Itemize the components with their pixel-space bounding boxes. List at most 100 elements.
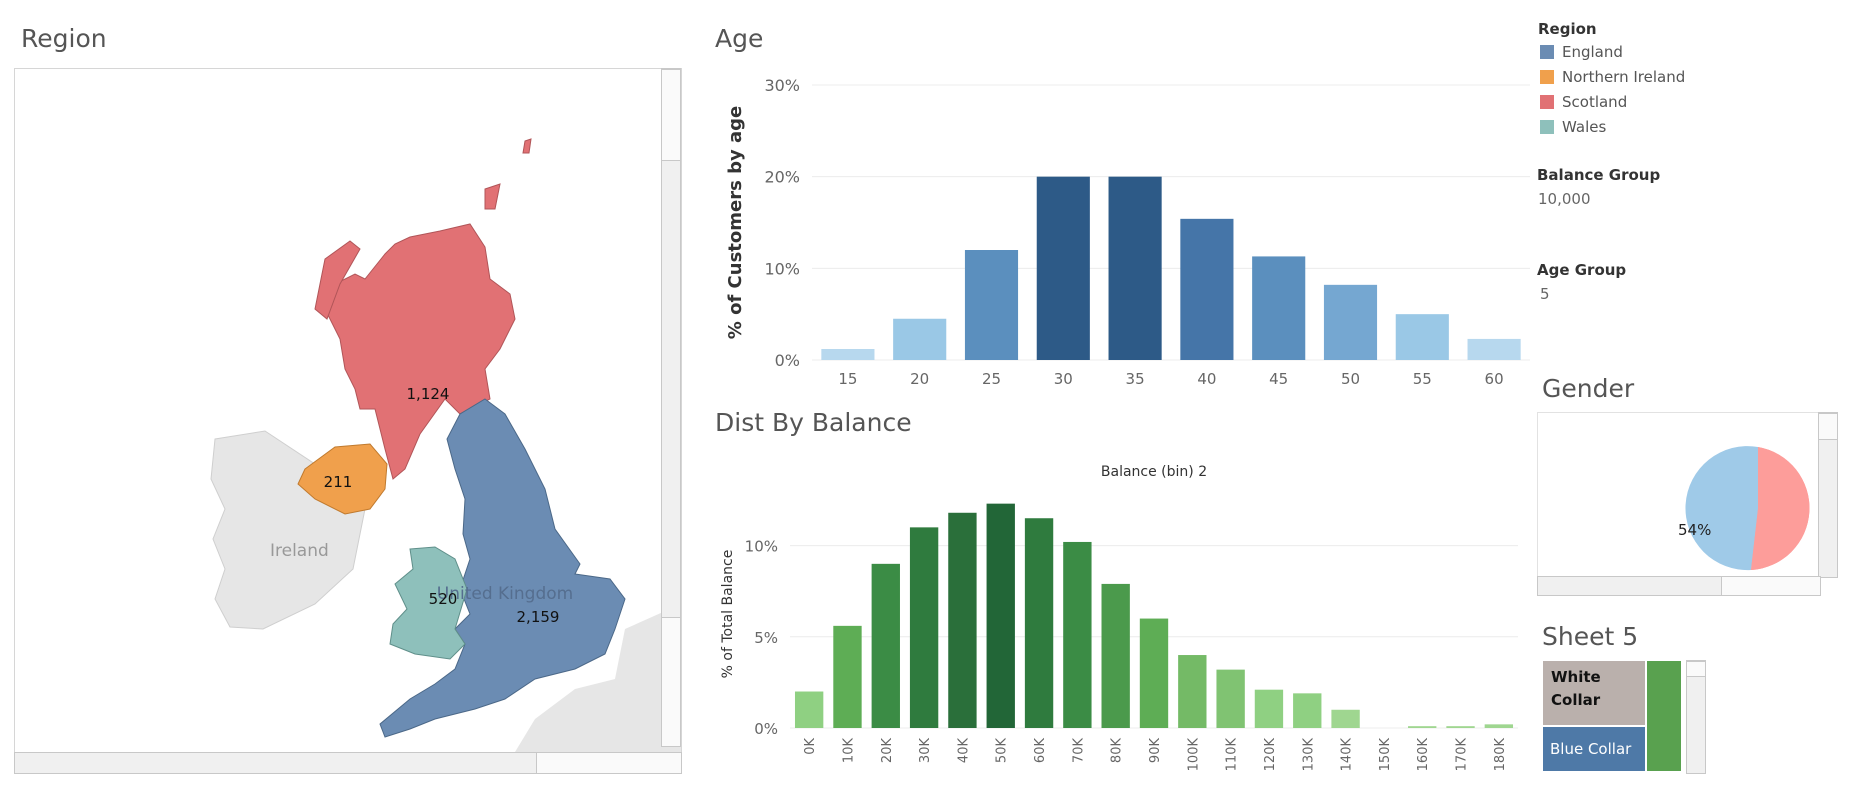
bar-50K[interactable] xyxy=(986,503,1015,728)
bar-10K[interactable] xyxy=(833,625,862,728)
map-horizontal-scroll-thumb[interactable] xyxy=(536,752,682,774)
balance-chart-title: Dist By Balance xyxy=(715,408,912,437)
x-tick-label: 50 xyxy=(1341,370,1360,388)
x-tick-label: 90K xyxy=(1148,738,1163,764)
x-tick-label: 30K xyxy=(918,738,933,764)
y-tick-label: 10% xyxy=(745,538,778,556)
gender-vertical-scrollbar[interactable] xyxy=(1818,412,1838,578)
gender-horizontal-scroll-thumb[interactable] xyxy=(1721,576,1821,596)
x-tick-label: 120K xyxy=(1263,738,1278,772)
sheet5-vertical-scrollbar[interactable] xyxy=(1686,660,1706,774)
x-tick-label: 150K xyxy=(1378,738,1393,772)
bar-55[interactable] xyxy=(1395,314,1449,360)
x-tick-label: 40K xyxy=(956,738,971,764)
gender-panel[interactable]: 54% xyxy=(1537,412,1823,578)
bar-60[interactable] xyxy=(1467,338,1521,360)
sheet5-title: Sheet 5 xyxy=(1542,622,1639,651)
pie-slice-female-wedge[interactable] xyxy=(1751,447,1810,570)
bar-110K[interactable] xyxy=(1216,669,1245,728)
map-vertical-scroll-thumb-lower[interactable] xyxy=(661,617,681,747)
x-tick-label: 60K xyxy=(1033,738,1048,764)
x-tick-label: 20 xyxy=(910,370,929,388)
scotland-north-isles xyxy=(484,138,532,210)
bar-170K[interactable] xyxy=(1446,726,1475,728)
bar-180K[interactable] xyxy=(1484,724,1514,728)
legend-item-england[interactable]: England xyxy=(1540,43,1623,61)
y-tick-label: 0% xyxy=(754,720,778,738)
bar-30[interactable] xyxy=(1036,176,1090,360)
bar-70K[interactable] xyxy=(1063,541,1092,728)
bar-0K[interactable] xyxy=(794,691,824,728)
map-value-northern-ireland: 211 xyxy=(324,473,353,491)
bar-25[interactable] xyxy=(964,250,1019,360)
x-tick-label: 55 xyxy=(1413,370,1432,388)
bar-40[interactable] xyxy=(1180,218,1234,360)
legend-swatch-northern-ireland xyxy=(1540,70,1554,84)
balance-group-value[interactable]: 10,000 xyxy=(1538,190,1591,208)
region-england[interactable] xyxy=(379,398,626,738)
bar-160K[interactable] xyxy=(1408,726,1437,728)
x-tick-label: 130K xyxy=(1301,738,1316,772)
x-tick-label: 0K xyxy=(803,738,818,755)
balance-bar-chart[interactable]: 0% 5% 10% % of Total Balance Balance (bin) 2… xyxy=(712,450,1530,780)
bar-90K[interactable] xyxy=(1139,618,1169,728)
region-northern-ireland[interactable] xyxy=(297,443,388,515)
age-group-value[interactable]: 5 xyxy=(1540,285,1550,303)
bar-80K[interactable] xyxy=(1101,583,1130,728)
bar-60K[interactable] xyxy=(1024,518,1054,728)
bar-40K[interactable] xyxy=(948,512,977,728)
treemap-green-segment[interactable] xyxy=(1646,660,1682,772)
x-tick-label: 10K xyxy=(841,738,856,764)
legend-item-northern-ireland[interactable]: Northern Ireland xyxy=(1540,68,1685,86)
bar-130K[interactable] xyxy=(1293,693,1322,728)
legend-item-scotland[interactable]: Scotland xyxy=(1540,93,1627,111)
sheet5-treemap[interactable]: White Collar Blue Collar xyxy=(1542,660,1682,772)
bar-120K[interactable] xyxy=(1254,689,1284,728)
scotland-islands[interactable] xyxy=(314,240,361,320)
gender-vertical-scroll-thumb[interactable] xyxy=(1818,413,1838,440)
x-tick-label: 110K xyxy=(1225,738,1240,772)
x-tick-label: 20K xyxy=(880,738,895,764)
map-vertical-scrollbar[interactable] xyxy=(661,68,681,747)
bar-15[interactable] xyxy=(821,349,875,360)
treemap-label-blue-collar: Blue Collar xyxy=(1550,740,1632,758)
bar-30K[interactable] xyxy=(909,527,939,728)
bar-20K[interactable] xyxy=(871,563,900,728)
gender-horizontal-scrollbar[interactable] xyxy=(1537,576,1821,596)
map-horizontal-scrollbar[interactable] xyxy=(14,752,682,774)
bar-100K[interactable] xyxy=(1178,655,1207,728)
legend-swatch-england xyxy=(1540,45,1554,59)
bar-35[interactable] xyxy=(1108,176,1162,360)
uk-map-svg[interactable]: Ireland United Kingdom 1,124 211 520 2,1… xyxy=(15,69,681,752)
legend-item-wales[interactable]: Wales xyxy=(1540,118,1606,136)
sheet5-vertical-scroll-thumb[interactable] xyxy=(1686,661,1706,677)
x-tick-label: 140K xyxy=(1340,738,1355,772)
age-bar-chart[interactable]: 0% 10% 20% 30% % of Customers by age 15 20 25 30… xyxy=(712,60,1530,400)
region-wales[interactable] xyxy=(389,546,468,660)
x-tick-label: 60 xyxy=(1485,370,1504,388)
region-legend-title: Region xyxy=(1538,20,1597,38)
gender-title: Gender xyxy=(1542,374,1635,403)
treemap-blue-collar[interactable] xyxy=(1542,726,1646,772)
y-tick-label: 10% xyxy=(764,259,800,278)
map-label-uk: United Kingdom xyxy=(437,584,573,604)
bar-50[interactable] xyxy=(1323,284,1378,360)
bar-20[interactable] xyxy=(893,318,947,360)
x-tick-label: 80K xyxy=(1110,738,1125,764)
x-tick-label: 180K xyxy=(1493,738,1508,772)
x-tick-label: 70K xyxy=(1071,738,1086,764)
region-scotland[interactable] xyxy=(324,223,516,480)
map-value-england: 2,159 xyxy=(517,608,560,626)
balance-group-title: Balance Group xyxy=(1537,166,1661,184)
map-value-wales: 520 xyxy=(429,590,458,608)
bar-140K[interactable] xyxy=(1331,709,1360,728)
gender-pie-chart[interactable]: 54% xyxy=(1538,413,1822,577)
region-map[interactable]: Ireland United Kingdom 1,124 211 520 2,1… xyxy=(14,68,682,753)
x-tick-label: 15 xyxy=(838,370,857,388)
bar-45[interactable] xyxy=(1252,256,1306,360)
map-vertical-scroll-thumb[interactable] xyxy=(661,69,681,161)
treemap-white-collar[interactable] xyxy=(1542,660,1646,726)
pie-slice-male[interactable] xyxy=(1685,446,1758,571)
x-tick-label: 40 xyxy=(1197,370,1216,388)
x-tick-label: 170K xyxy=(1455,738,1470,772)
